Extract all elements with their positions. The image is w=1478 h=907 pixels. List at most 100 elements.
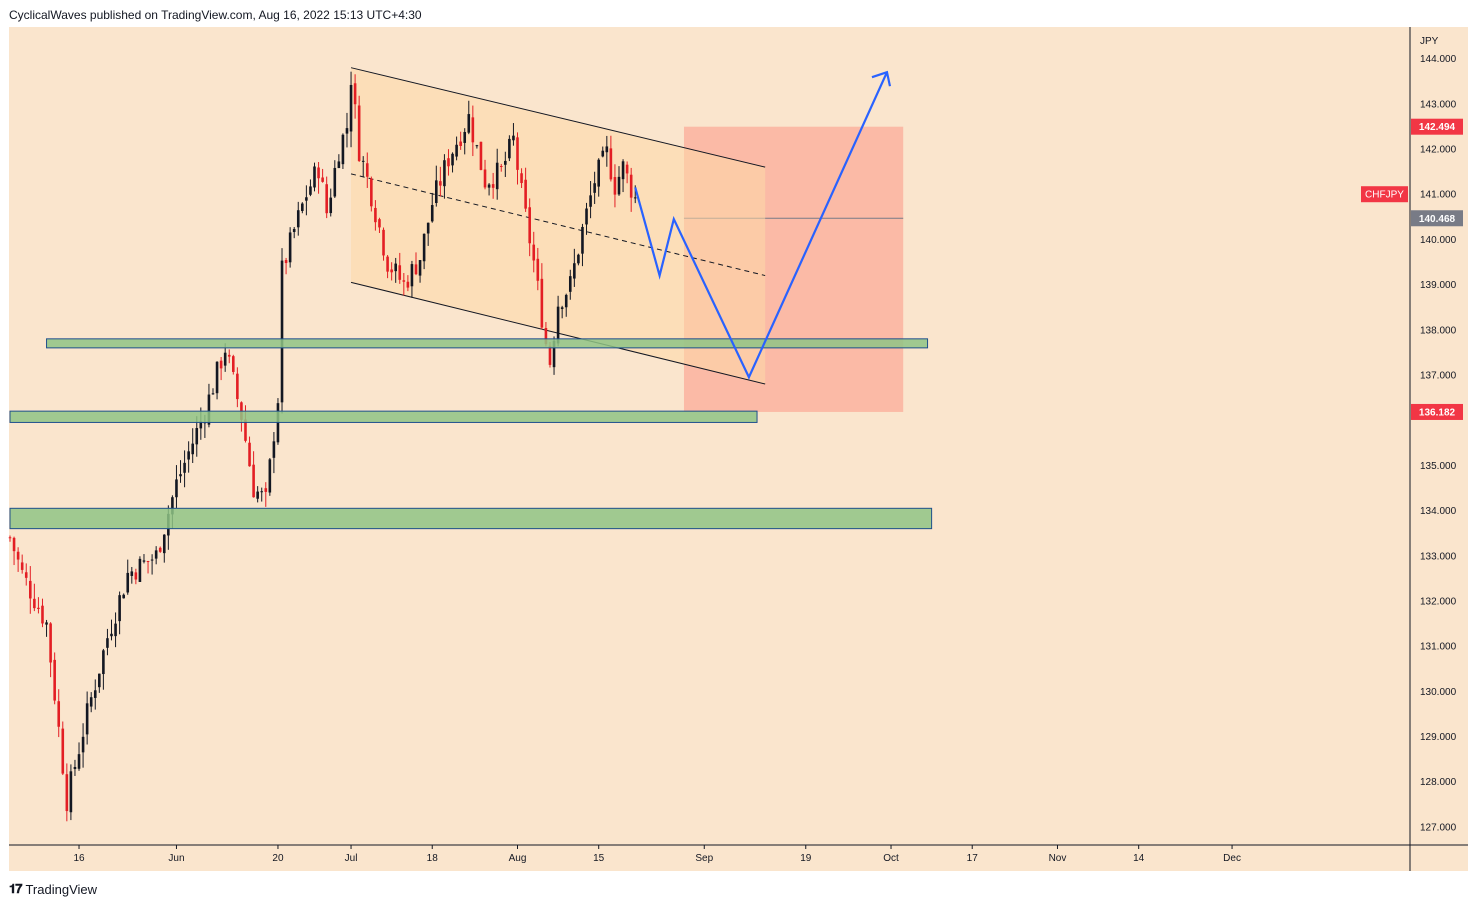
x-tick-label: Aug <box>509 853 527 864</box>
x-tick-label: Jun <box>168 853 184 864</box>
candle-body <box>418 260 422 276</box>
support-zone-1[interactable] <box>46 338 929 349</box>
candle-body <box>236 373 239 400</box>
candle-body <box>617 176 621 195</box>
axis-currency-label: JPY <box>1420 36 1439 47</box>
candle-body <box>211 393 215 395</box>
candle-body <box>605 146 609 153</box>
candle-body <box>613 177 617 195</box>
candle-body <box>219 360 223 369</box>
candle-body <box>268 459 272 493</box>
candle-body <box>292 228 296 232</box>
candle-body <box>89 697 93 707</box>
candle-body <box>483 169 487 188</box>
candle-body <box>447 158 450 167</box>
candle-body <box>540 278 544 328</box>
x-tick-label: 14 <box>1133 853 1145 864</box>
candle-body <box>463 131 467 143</box>
candle-body <box>110 633 113 637</box>
candle-body <box>573 263 576 279</box>
candle-body <box>12 537 16 552</box>
candle-body <box>426 222 430 234</box>
candle-body <box>414 264 418 275</box>
candle-body <box>252 464 255 498</box>
symbol-label-box <box>1361 186 1408 203</box>
tradingview-logo-icon: 𝟏𝟕 <box>9 881 23 896</box>
candle-body <box>609 148 613 180</box>
candle-body <box>207 394 211 425</box>
y-tick-label: 130.000 <box>1420 687 1457 698</box>
candle-body <box>171 497 174 515</box>
x-tick-label: Sep <box>695 853 713 864</box>
candle-body <box>568 276 572 292</box>
candle-body <box>199 421 203 429</box>
candle-body <box>435 180 438 203</box>
y-tick-label: 135.000 <box>1420 461 1457 472</box>
candle-body <box>53 659 56 701</box>
candle-body <box>625 164 629 174</box>
candle-body <box>232 356 235 372</box>
candle-body <box>8 537 12 539</box>
y-tick-label: 128.000 <box>1420 777 1457 788</box>
candle-body <box>154 550 158 559</box>
channel-mid-line[interactable] <box>350 173 766 277</box>
support-zone-2[interactable] <box>9 410 758 423</box>
candle-body <box>560 307 564 309</box>
y-tick-label: 133.000 <box>1420 551 1457 562</box>
candle-body <box>29 580 32 599</box>
candle-body <box>146 561 150 563</box>
candle-body <box>357 105 361 161</box>
candle-body <box>337 161 341 169</box>
brand-footer[interactable]: 𝟏𝟕 TradingView <box>9 881 97 897</box>
candle-body <box>37 607 40 609</box>
candle-body <box>455 144 458 157</box>
candle-body <box>345 128 349 134</box>
candle-body <box>162 534 166 554</box>
candle-body <box>633 197 637 199</box>
candle-body <box>57 701 61 727</box>
candle-body <box>24 572 28 578</box>
candle-body <box>439 181 442 186</box>
candle-body <box>382 229 385 256</box>
support-zone-3[interactable] <box>9 507 933 530</box>
candle-body <box>130 571 134 576</box>
candle-body <box>325 184 328 214</box>
y-tick-label: 138.000 <box>1420 325 1457 336</box>
candle-body <box>361 160 365 162</box>
candle-body <box>191 443 194 455</box>
x-tick-label: 18 <box>427 853 439 864</box>
candle-body <box>45 622 48 625</box>
candle-body <box>179 474 182 477</box>
candle-body <box>504 160 507 165</box>
candle-body <box>329 197 333 214</box>
candle-body <box>487 184 491 188</box>
candle-body <box>516 137 519 170</box>
candle-body <box>422 233 426 262</box>
candle-body <box>524 179 527 209</box>
candle-body <box>459 141 462 146</box>
candle-body <box>402 280 406 282</box>
candle-body <box>370 178 373 207</box>
price-label: 142.494 <box>1419 122 1456 133</box>
candle-body <box>374 207 377 223</box>
candle-body <box>552 340 556 368</box>
projection-path[interactable] <box>634 71 888 380</box>
candle-body <box>256 491 259 499</box>
candle-body <box>520 173 523 184</box>
candle-body <box>41 605 44 624</box>
candle-body <box>629 174 633 198</box>
candle-body <box>296 210 300 228</box>
candle-body <box>398 265 402 280</box>
candle-body <box>309 186 312 195</box>
candle-body <box>187 451 190 460</box>
candle-body <box>126 572 130 593</box>
candle-body <box>593 183 596 193</box>
price-label: 140.468 <box>1419 214 1456 225</box>
candle-body <box>49 623 52 663</box>
x-tick-label: 16 <box>73 853 85 864</box>
candle-body <box>20 562 24 570</box>
channel-upper-line[interactable] <box>350 67 766 168</box>
candle-body <box>386 256 389 272</box>
candle-body <box>280 260 284 403</box>
